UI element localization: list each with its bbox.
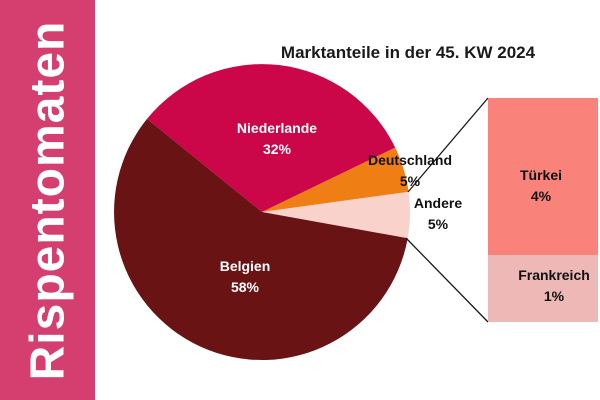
- bar-segment-tuerkei: [488, 98, 598, 255]
- product-banner: Rispentomaten: [0, 0, 95, 400]
- pie-slice-belgien: [114, 118, 408, 361]
- pie-slice-deutschland: [262, 147, 409, 212]
- breakout-connector-lines: [405, 97, 489, 323]
- breakout-bar: [488, 98, 598, 322]
- pie-slice-andere: [262, 191, 411, 239]
- pie-group: [114, 64, 411, 361]
- connector-line-top: [407, 97, 489, 193]
- chart-title: Marktanteile in der 45. KW 2024: [280, 43, 536, 62]
- bar-segment-frankreich: [488, 255, 598, 322]
- connector-line-bottom: [405, 237, 489, 323]
- pie-slice-niederlande: [147, 64, 396, 213]
